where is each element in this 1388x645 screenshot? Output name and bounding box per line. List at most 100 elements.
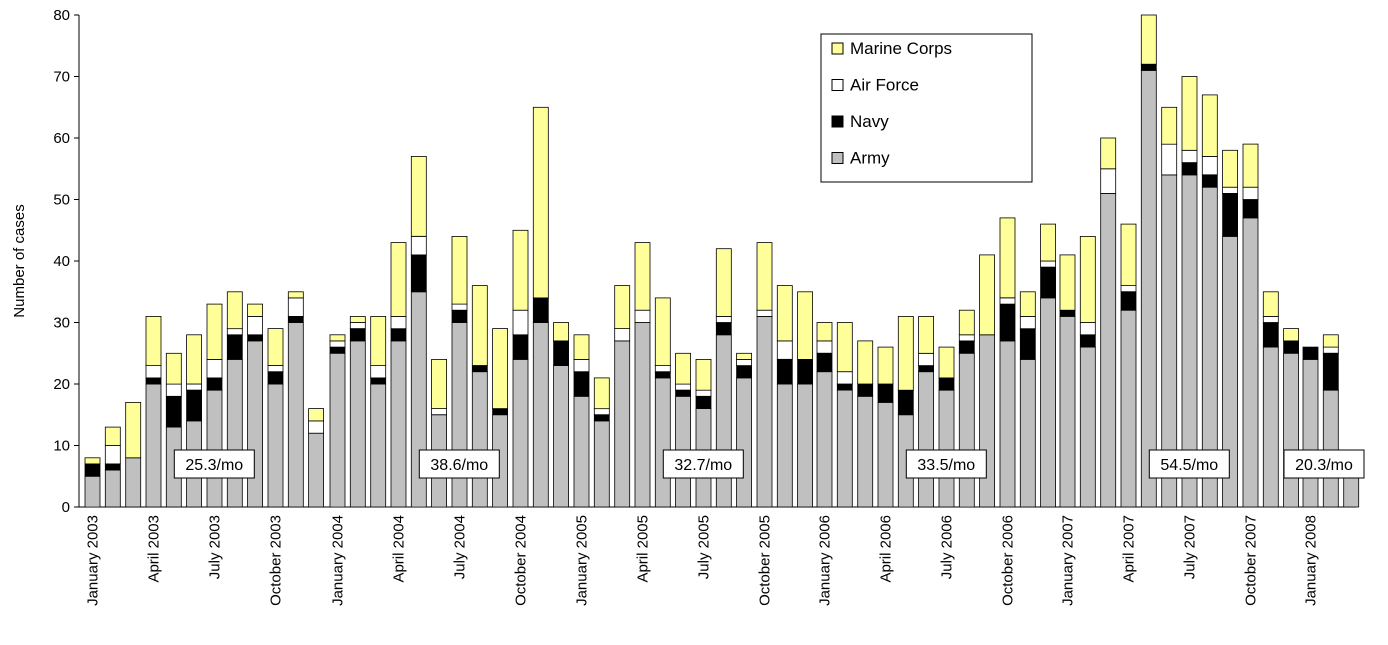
x-tick-label: July 2007: [1182, 515, 1199, 579]
bar-marine-corps: [186, 334, 203, 385]
bar-marine-corps: [573, 334, 590, 360]
bar-navy: [877, 383, 894, 403]
bar-marine-corps: [614, 285, 631, 330]
x-tick-label: April 2006: [878, 515, 895, 583]
bar-air-force: [573, 358, 590, 373]
bar-marine-corps: [492, 328, 509, 410]
x-tick-label: January 2006: [817, 515, 834, 606]
bar-air-force: [756, 309, 773, 317]
x-tick-label: October 2003: [268, 515, 285, 606]
bar-navy: [349, 328, 366, 342]
rate-label: 32.7/mo: [674, 457, 732, 474]
bar-marine-corps: [1120, 223, 1137, 287]
x-tick-label: April 2005: [635, 515, 652, 583]
bar-air-force: [226, 328, 243, 336]
bar-navy: [84, 463, 101, 477]
rate-label-box: [1283, 449, 1365, 479]
bar-marine-corps: [84, 457, 101, 465]
y-tick-label: 70: [53, 69, 70, 86]
bar-army: [287, 322, 304, 508]
bar-air-force: [1322, 346, 1339, 354]
bar-marine-corps: [512, 229, 529, 311]
bar-army: [84, 475, 101, 508]
bar-marine-corps: [308, 408, 325, 422]
bar-air-force: [206, 358, 223, 379]
bar-navy: [1040, 266, 1056, 299]
bar-army: [553, 365, 569, 508]
x-tick-label: January 2004: [330, 515, 347, 606]
bar-army: [370, 383, 387, 508]
bar-air-force: [370, 365, 387, 379]
bar-marine-corps: [857, 340, 874, 385]
bar-air-force: [1242, 186, 1259, 200]
bar-marine-corps: [370, 315, 387, 366]
rate-label-box: [173, 449, 255, 479]
bar-army: [918, 371, 934, 508]
bar-army: [390, 340, 407, 508]
bar-army: [797, 383, 813, 508]
rate-label: 20.3/mo: [1295, 457, 1353, 474]
bar-army: [979, 334, 995, 508]
bar-air-force: [695, 389, 712, 397]
legend-label: Air Force: [850, 76, 919, 95]
bar-army: [776, 383, 793, 508]
legend-label: Marine Corps: [850, 39, 952, 58]
bar-marine-corps: [918, 315, 934, 354]
bar-air-force: [1262, 315, 1279, 323]
bar-air-force: [349, 322, 366, 329]
bar-army: [736, 377, 752, 508]
bar-marine-corps: [104, 426, 121, 446]
bar-air-force: [958, 334, 975, 342]
bar-marine-corps: [675, 352, 691, 385]
bar-marine-corps: [1079, 235, 1096, 323]
bar-navy: [410, 254, 427, 293]
bar-marine-corps: [471, 285, 488, 366]
bar-marine-corps: [958, 309, 975, 336]
bar-navy: [267, 371, 284, 385]
legend-swatch-marine-corps: [831, 42, 844, 55]
bar-marine-corps: [553, 322, 569, 342]
bar-air-force: [165, 383, 182, 397]
legend-swatch-army: [831, 152, 844, 164]
bar-navy: [226, 334, 243, 360]
bar-navy: [715, 322, 732, 336]
bar-air-force: [1079, 322, 1096, 336]
bar-air-force: [918, 352, 934, 366]
bar-navy: [512, 334, 529, 360]
y-tick-label: 10: [53, 438, 70, 455]
bar-air-force: [1181, 149, 1198, 164]
bar-marine-corps: [431, 358, 448, 409]
bar-army: [593, 420, 610, 508]
bar-navy: [471, 365, 488, 373]
bar-navy: [165, 395, 182, 428]
bar-army: [1019, 358, 1036, 508]
y-ticks: 0 10 20 30 40 50 60 70 80: [53, 7, 79, 516]
bar-army: [614, 340, 631, 508]
bar-marine-corps: [979, 254, 995, 336]
bar-navy: [1019, 328, 1036, 360]
bar-air-force: [715, 315, 732, 323]
bar-marine-corps: [206, 303, 223, 360]
bar-air-force: [1019, 315, 1036, 330]
x-tick-label: July 2004: [452, 515, 469, 579]
bar-marine-corps: [1019, 291, 1036, 317]
bar-marine-corps: [287, 291, 304, 299]
y-axis-title: Number of cases: [11, 204, 28, 317]
bar-navy: [695, 395, 712, 409]
bar-army: [329, 352, 346, 508]
bar-air-force: [634, 309, 651, 323]
bar-marine-corps: [715, 248, 732, 317]
bar-marine-corps: [1242, 143, 1259, 188]
bar-army: [206, 389, 223, 508]
bar-army: [756, 315, 773, 508]
rate-label: 25.3/mo: [185, 457, 243, 474]
bar-marine-corps: [349, 315, 366, 323]
x-tick-label: April 2004: [391, 515, 408, 583]
bar-air-force: [390, 315, 407, 330]
bar-air-force: [186, 383, 203, 391]
bar-air-force: [1040, 260, 1056, 268]
bar-marine-corps: [1040, 223, 1056, 262]
bar-air-force: [1161, 143, 1178, 176]
bar-marine-corps: [1161, 106, 1178, 145]
